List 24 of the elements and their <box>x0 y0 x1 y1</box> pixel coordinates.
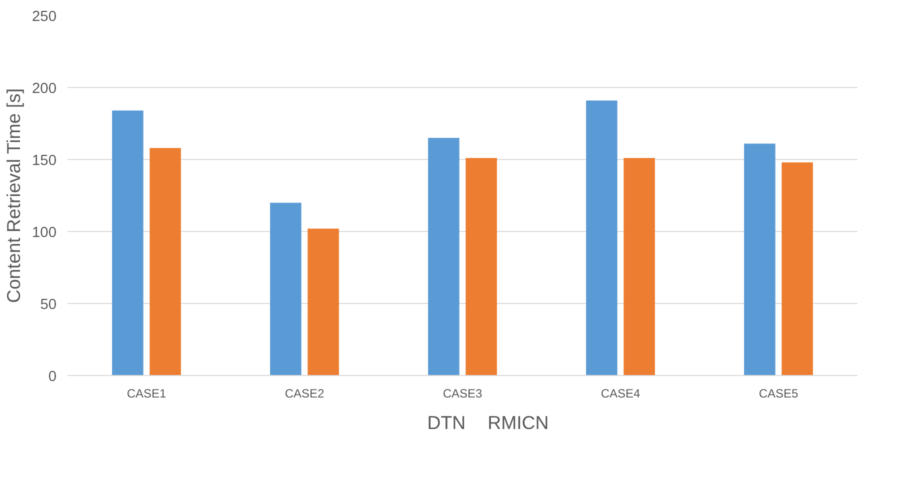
y-tick-label: 100 <box>32 225 57 241</box>
bar <box>586 100 618 376</box>
x-tick-label: CASE1 <box>126 386 166 400</box>
x-tick-label: CASE5 <box>758 386 798 400</box>
x-tick-label: CASE4 <box>600 386 640 400</box>
bar <box>308 228 339 376</box>
x-tick-label: CASE3 <box>442 386 482 400</box>
y-tick-label: 150 <box>32 153 57 169</box>
bar <box>466 158 497 376</box>
y-tick-label: 50 <box>40 297 57 313</box>
x-tick-label: CASE2 <box>284 386 324 400</box>
series-label: DTN <box>427 412 466 434</box>
bar <box>624 158 655 376</box>
bar <box>150 148 181 376</box>
bar <box>112 110 144 376</box>
y-tick-label: 250 <box>32 9 57 25</box>
bar <box>782 162 813 376</box>
bar <box>744 144 776 376</box>
y-tick-label: 200 <box>32 81 57 97</box>
y-tick-label: 0 <box>48 369 57 385</box>
bar <box>428 138 460 376</box>
bar <box>270 202 302 376</box>
series-label: RMICN <box>488 412 549 434</box>
y-axis-title: Content Retrieval Time [s] <box>3 88 24 303</box>
